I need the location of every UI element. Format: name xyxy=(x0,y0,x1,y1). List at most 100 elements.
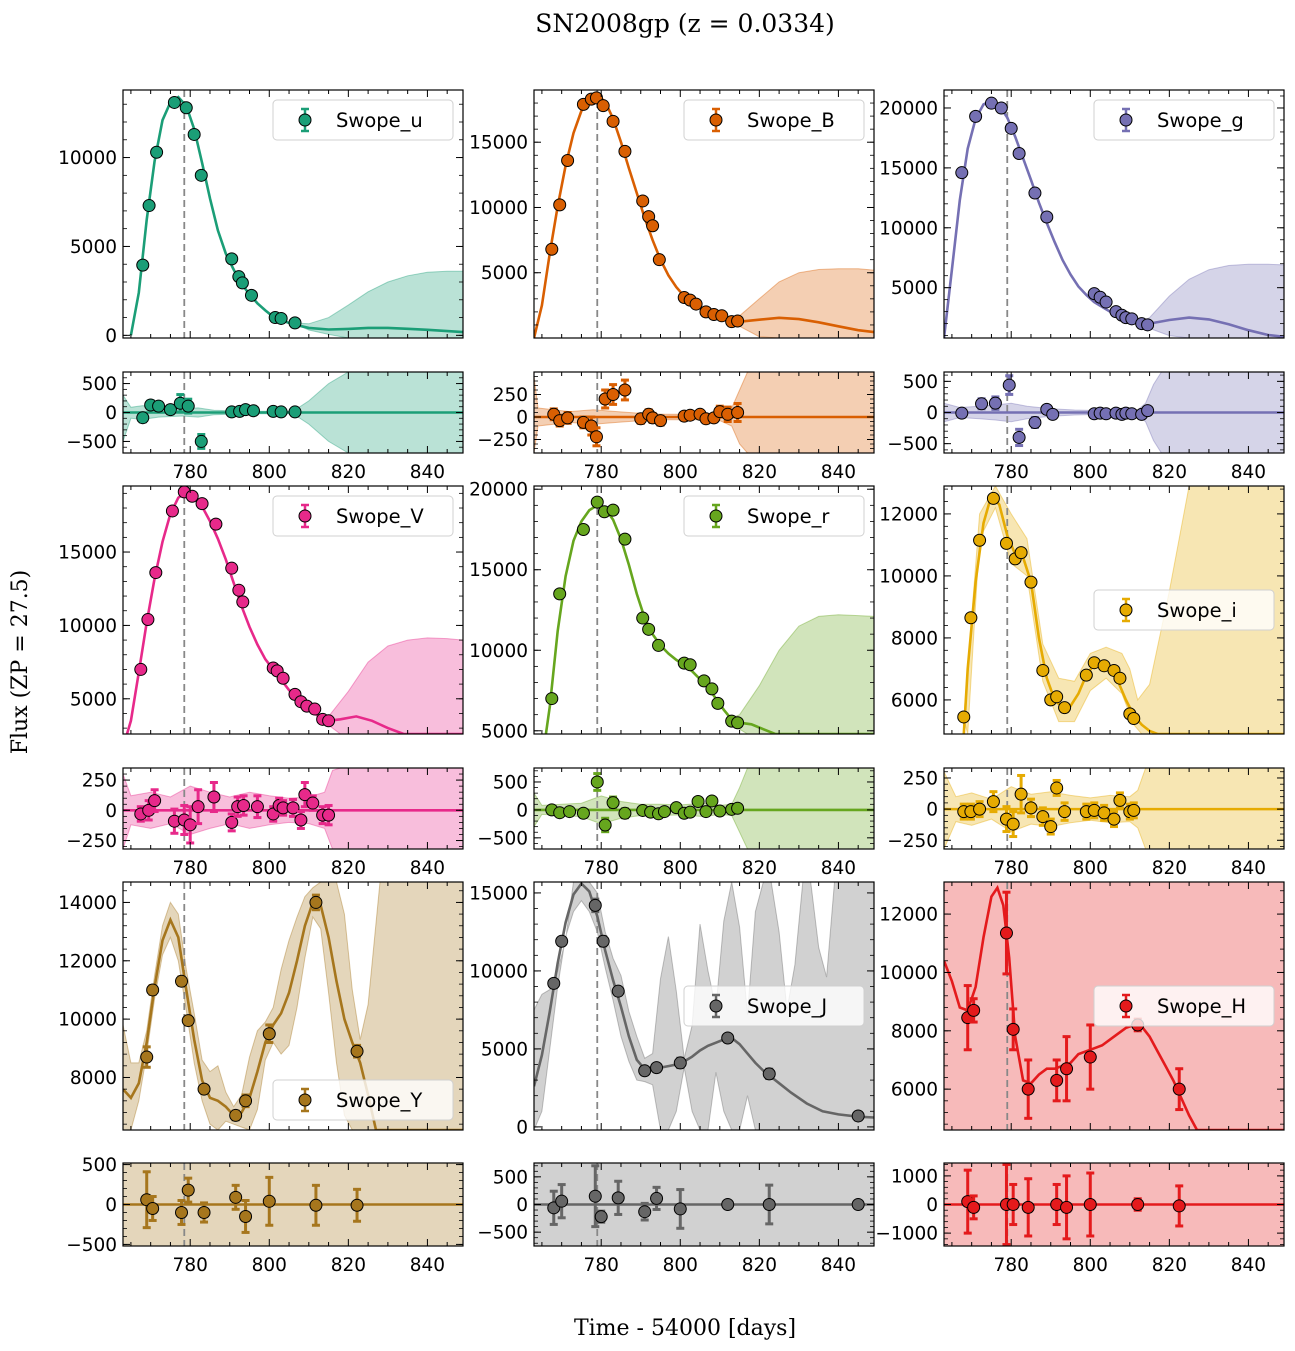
swope-h-model-line xyxy=(944,884,1284,1130)
swope-v-data-point xyxy=(322,714,336,728)
swope-b-data-point xyxy=(715,309,729,323)
swope-b-data-point xyxy=(731,314,745,328)
swope-j-data-point xyxy=(638,1064,652,1078)
swope-r-residual-point xyxy=(683,805,697,819)
swope-u-res-xtick-label: 820 xyxy=(331,462,366,483)
swope-b-residual-point xyxy=(618,383,632,397)
swope-r-res-ytick-label: −500 xyxy=(477,828,528,849)
swope-g-residual-point xyxy=(955,406,969,420)
swope-u-panel: 0 5000 10000 Swope_u −500 0 500 780 800 820 840 xyxy=(58,89,464,483)
swope-i-residual-point xyxy=(1127,803,1141,817)
swope-g-residual-point xyxy=(975,397,989,411)
swope-h-main-ytick-label: 10000 xyxy=(879,963,938,984)
swope-v-res-ytick-label: 250 xyxy=(82,771,117,792)
swope-g-model-band xyxy=(1141,263,1284,338)
swope-i-res-xtick-label: 840 xyxy=(1231,858,1266,879)
swope-r-data-point xyxy=(731,716,745,730)
swope-g-res-xtick-label: 800 xyxy=(1073,462,1108,483)
swope-v-residual-point xyxy=(250,800,264,814)
swope-j-residual-point xyxy=(851,1198,865,1211)
swope-r-res-ytick-label: 0 xyxy=(516,800,528,821)
swope-y-data-point xyxy=(197,1082,211,1096)
swope-j-data-point xyxy=(547,976,561,990)
swope-i-res-ytick-label: 250 xyxy=(903,768,938,789)
swope-b-res-frame xyxy=(533,371,875,454)
swope-h-res-xtick-label: 820 xyxy=(1152,1255,1187,1276)
swope-u-data-point xyxy=(244,288,258,302)
swope-h-main-frame xyxy=(943,881,1285,1131)
swope-h-main-ytick-label: 8000 xyxy=(891,1021,938,1042)
swope-u-residual-point xyxy=(274,405,288,419)
swope-u-plot-area xyxy=(129,90,463,338)
swope-v-res-xtick-label: 840 xyxy=(410,858,445,879)
Swope_Y-legend-box xyxy=(272,1079,454,1121)
swope-r-residual-point xyxy=(731,801,745,815)
swope-v-residual-area xyxy=(123,768,463,849)
Swope_r-legend-label: Swope_r xyxy=(747,505,830,528)
swope-v-res-ytick-label: 0 xyxy=(105,801,117,822)
Swope_V-legend-label: Swope_V xyxy=(336,505,424,528)
swope-r-residual-point xyxy=(618,806,632,820)
swope-b-residual-point xyxy=(731,406,745,419)
swope-y-residual-point xyxy=(309,1198,323,1212)
swope-u-data-point xyxy=(167,95,181,109)
Swope_Y-legend-marker xyxy=(298,1093,312,1107)
swope-y-residual-point xyxy=(197,1205,211,1219)
swope-j-residual-point xyxy=(594,1210,608,1224)
swope-j-data-point xyxy=(611,984,625,998)
swope-j-res-ytick-label: 0 xyxy=(516,1195,528,1216)
swope-g-data-point xyxy=(1040,210,1054,224)
figure-title: SN2008gp (z = 0.0334) xyxy=(535,9,835,38)
swope-b-residual-point xyxy=(606,388,620,401)
swope-g-data-point xyxy=(1099,295,1113,309)
swope-b-model-line xyxy=(534,93,874,338)
swope-j-res-xtick-label: 780 xyxy=(584,1255,619,1276)
swope-y-data-point xyxy=(181,1014,195,1028)
swope-r-data-point xyxy=(652,638,666,652)
swope-y-res-frame xyxy=(122,1162,464,1247)
swope-r-main-frame xyxy=(533,485,875,735)
swope-b-data-point xyxy=(553,198,567,212)
swope-b-residual-point xyxy=(654,414,668,428)
swope-h-data-point xyxy=(1172,1082,1186,1096)
swope-h-residual-point xyxy=(1021,1200,1035,1214)
swope-g-main-ytick-label: 5000 xyxy=(891,278,938,299)
swope-u-main-ytick-label: 10000 xyxy=(58,148,117,169)
swope-j-data-point xyxy=(588,898,602,912)
swope-u-res-xtick-label: 780 xyxy=(173,462,208,483)
swope-i-data-point xyxy=(1014,546,1028,560)
swope-j-residual-point xyxy=(673,1202,687,1216)
swope-i-main-ytick-label: 10000 xyxy=(879,566,938,587)
swope-y-data-point xyxy=(140,1050,154,1064)
swope-j-residual-point xyxy=(588,1189,602,1203)
swope-y-data-point xyxy=(239,1094,253,1108)
swope-y-main-ytick-label: 8000 xyxy=(70,1068,117,1089)
swope-y-residual-point xyxy=(239,1209,253,1223)
swope-b-main-ytick-label: 15000 xyxy=(469,133,528,154)
swope-v-res-xtick-label: 780 xyxy=(173,858,208,879)
swope-h-residual-area xyxy=(944,1163,1284,1246)
swope-u-res-ytick-label: −500 xyxy=(66,432,117,453)
swope-r-residual-point xyxy=(598,818,612,832)
swope-h-residual-point xyxy=(1083,1198,1097,1211)
swope-j-res-xtick-label: 800 xyxy=(663,1255,698,1276)
swope-b-data-point xyxy=(618,144,632,158)
swope-j-data-point xyxy=(596,934,610,948)
swope-y-data-point xyxy=(229,1108,243,1122)
swope-u-data-point xyxy=(288,316,302,330)
swope-r-residual-point xyxy=(606,796,620,810)
swope-b-data-point xyxy=(561,153,575,167)
swope-j-residual-point xyxy=(555,1194,569,1208)
swope-i-residual-point xyxy=(1024,801,1038,815)
swope-r-residual-point xyxy=(713,804,727,818)
swope-v-residual-point xyxy=(191,800,205,814)
swope-g-data-point xyxy=(1028,186,1042,200)
swope-b-data-point xyxy=(545,242,559,256)
swope-y-residual-point xyxy=(146,1201,160,1215)
swope-u-main-ytick-label: 0 xyxy=(105,326,117,347)
swope-i-panel: 6000 8000 10000 12000 Swope_i −250 0 250 780 800 8… xyxy=(879,485,1285,879)
Swope_g-legend-box xyxy=(1093,99,1275,141)
swope-y-residual-point xyxy=(181,1183,195,1197)
swope-g-residual-point xyxy=(1141,404,1155,418)
swope-u-residual-point xyxy=(288,405,302,419)
